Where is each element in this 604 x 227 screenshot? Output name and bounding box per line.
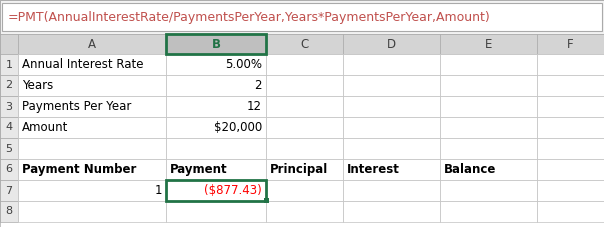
Text: 3: 3 (5, 101, 13, 111)
Text: =PMT(AnnualInterestRate/PaymentsPerYear,Years*PaymentsPerYear,Amount): =PMT(AnnualInterestRate/PaymentsPerYear,… (8, 10, 490, 24)
Bar (537, 54, 604, 75)
Text: 8: 8 (5, 207, 13, 217)
Text: A: A (88, 37, 96, 50)
Bar (18, 201, 166, 222)
Text: 5.00%: 5.00% (225, 58, 262, 71)
Bar (266, 180, 343, 201)
Bar (18, 117, 166, 138)
Bar (440, 117, 537, 138)
Bar (0, 75, 18, 96)
Bar (166, 34, 266, 54)
Bar (2, 3, 602, 31)
Text: C: C (300, 37, 309, 50)
Bar (0, 159, 18, 180)
Bar (0, 34, 18, 54)
Bar (343, 75, 440, 96)
Text: ($877.43): ($877.43) (204, 184, 262, 197)
Bar (537, 180, 604, 201)
Text: 4: 4 (5, 123, 13, 133)
Text: Payment: Payment (170, 163, 228, 176)
Bar (266, 34, 343, 54)
Text: Annual Interest Rate: Annual Interest Rate (22, 58, 144, 71)
Bar (166, 75, 266, 96)
Text: Interest: Interest (347, 163, 400, 176)
Bar (166, 180, 266, 201)
Bar (166, 117, 266, 138)
Bar (18, 75, 166, 96)
Bar (343, 34, 440, 54)
Bar (166, 96, 266, 117)
Text: 1: 1 (155, 184, 162, 197)
Text: D: D (387, 37, 396, 50)
Bar (537, 96, 604, 117)
Bar (343, 117, 440, 138)
Bar (266, 117, 343, 138)
Bar (266, 159, 343, 180)
Text: Balance: Balance (444, 163, 496, 176)
Text: 7: 7 (5, 185, 13, 195)
Text: Payments Per Year: Payments Per Year (22, 100, 132, 113)
Bar (537, 201, 604, 222)
Text: 6: 6 (5, 165, 13, 175)
Text: 12: 12 (247, 100, 262, 113)
Bar (440, 138, 537, 159)
Bar (266, 201, 343, 222)
Bar (440, 159, 537, 180)
Bar (0, 138, 18, 159)
Bar (440, 54, 537, 75)
Bar (343, 54, 440, 75)
Bar (0, 180, 18, 201)
Bar (440, 96, 537, 117)
Bar (0, 96, 18, 117)
Bar (537, 34, 604, 54)
Text: Principal: Principal (270, 163, 328, 176)
Bar (0, 117, 18, 138)
Bar (166, 180, 266, 201)
Text: Years: Years (22, 79, 53, 92)
Text: 1: 1 (5, 59, 13, 69)
Bar (0, 0, 604, 34)
Bar (266, 54, 343, 75)
Bar (0, 54, 18, 75)
Bar (166, 138, 266, 159)
Text: Amount: Amount (22, 121, 68, 134)
Bar (537, 159, 604, 180)
Text: B: B (211, 37, 220, 50)
Bar (537, 75, 604, 96)
Bar (440, 75, 537, 96)
Bar (343, 96, 440, 117)
Bar (440, 34, 537, 54)
Bar (18, 138, 166, 159)
Bar (343, 159, 440, 180)
Bar (266, 96, 343, 117)
Text: 2: 2 (5, 81, 13, 91)
Text: 2: 2 (254, 79, 262, 92)
Text: E: E (485, 37, 492, 50)
Bar (0, 201, 18, 222)
Bar (166, 54, 266, 75)
Bar (537, 117, 604, 138)
Text: 5: 5 (5, 143, 13, 153)
Text: Payment Number: Payment Number (22, 163, 137, 176)
Bar (343, 201, 440, 222)
Bar (18, 180, 166, 201)
Bar (266, 75, 343, 96)
Bar (343, 138, 440, 159)
Bar (18, 54, 166, 75)
Bar (166, 34, 266, 54)
Bar (440, 201, 537, 222)
Bar (18, 96, 166, 117)
Bar (266, 138, 343, 159)
Bar (18, 34, 166, 54)
Text: F: F (567, 37, 574, 50)
Bar (343, 180, 440, 201)
Bar (537, 138, 604, 159)
Bar (18, 159, 166, 180)
Bar (264, 198, 269, 203)
Text: $20,000: $20,000 (214, 121, 262, 134)
Bar (166, 201, 266, 222)
Bar (440, 180, 537, 201)
Bar (166, 159, 266, 180)
Bar (0, 0, 604, 34)
